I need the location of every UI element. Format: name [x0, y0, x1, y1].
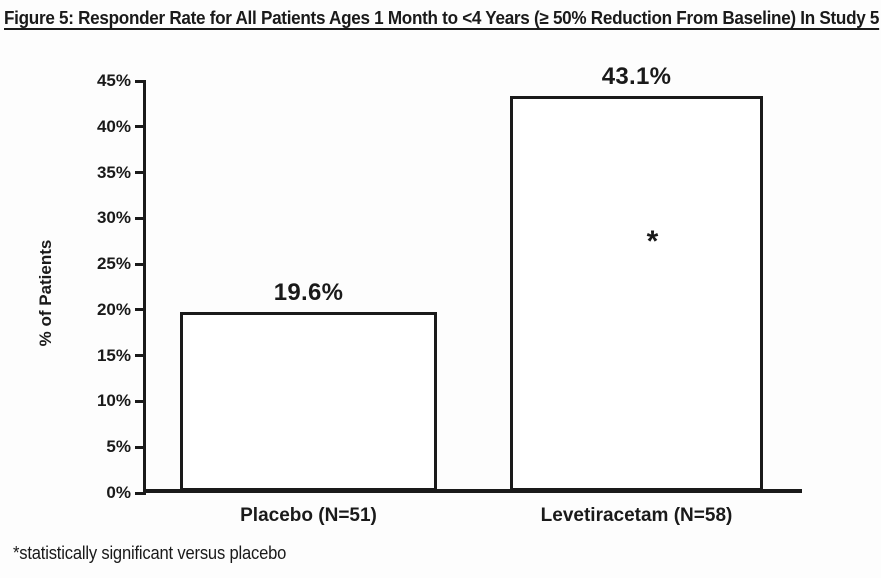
bar-value-label: 43.1%	[601, 63, 672, 91]
x-axis-category-label: Placebo (N=51)	[240, 505, 377, 526]
y-axis-tick	[135, 399, 146, 403]
y-axis-tick	[135, 308, 146, 312]
y-axis-tick	[135, 354, 146, 358]
y-axis-tick-label: 5%	[106, 437, 131, 457]
y-axis-tick	[135, 445, 146, 449]
y-axis-tick	[135, 79, 146, 83]
bar-levetiracetam	[510, 96, 763, 491]
y-axis-tick	[135, 216, 146, 220]
plot-area: 0% 5% 10% 15% 20% 25% 30% 35% 40% 45% 19.6% Placebo…	[97, 63, 802, 526]
y-axis-tick-label: 10%	[96, 391, 131, 411]
y-axis-tick-label: 40%	[96, 116, 131, 136]
y-axis-tick	[135, 262, 146, 266]
y-axis-title: % of Patients	[36, 239, 55, 347]
x-axis-line	[143, 489, 802, 493]
y-axis-tick-label: 35%	[96, 162, 131, 182]
y-axis-tick-label: 20%	[96, 299, 131, 319]
footnote: *statistically significant versus placeb…	[13, 543, 287, 563]
y-axis-tick-label: 0%	[106, 483, 131, 502]
y-axis-tick	[135, 125, 146, 129]
y-axis-tick-label: 25%	[96, 254, 131, 274]
y-axis-line	[143, 81, 146, 493]
y-axis-tick-label: 45%	[96, 71, 131, 90]
y-axis-tick-label: 15%	[96, 345, 131, 365]
bar-placebo	[180, 311, 437, 491]
bar-value-label: 19.6%	[273, 278, 344, 306]
figure-title: Figure 5: Responder Rate for All Patient…	[4, 8, 880, 28]
x-axis-category-label: Levetiracetam (N=58)	[540, 505, 733, 526]
y-axis-tick-label: 30%	[96, 208, 131, 228]
y-axis-tick	[135, 491, 146, 495]
y-axis-tick	[135, 171, 146, 175]
significance-asterisk-icon: *	[646, 224, 659, 258]
